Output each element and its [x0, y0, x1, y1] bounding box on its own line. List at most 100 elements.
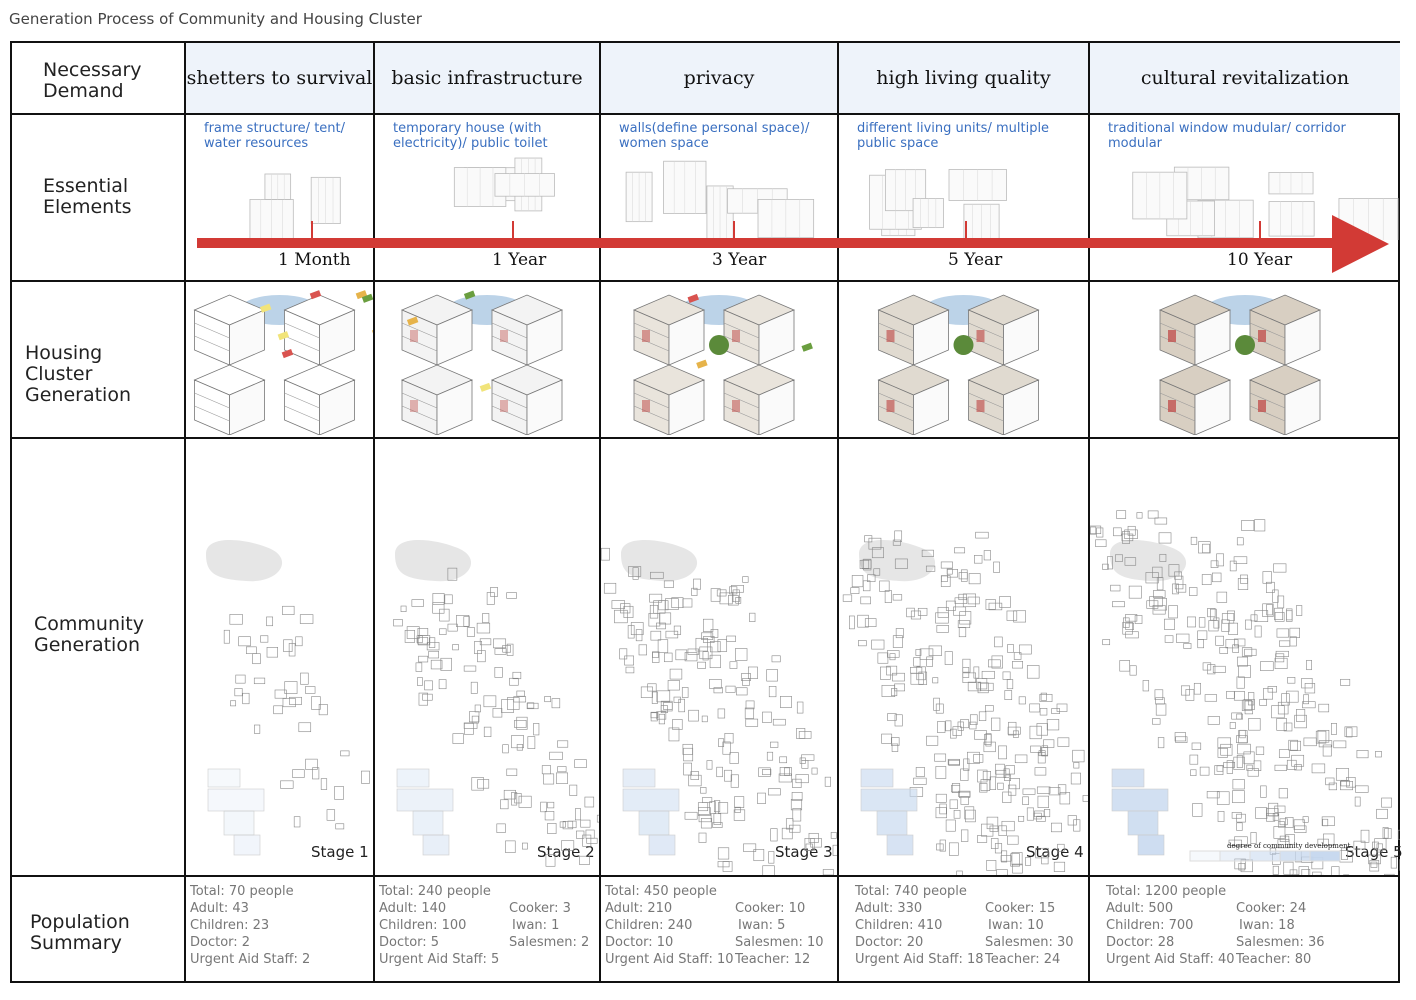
stage-label: Stage 1 [311, 843, 369, 861]
demand-cell: shetters to survival [186, 43, 373, 113]
pop-salesmen: Salesmen: 30 [985, 935, 1074, 950]
development-block [1111, 788, 1169, 812]
element-sketch [869, 169, 1007, 240]
housing-cluster-illustration [877, 294, 1040, 435]
pop-salesmen: Salesmen: 10 [735, 935, 824, 950]
development-block [223, 810, 255, 836]
stage-label: Stage 2 [537, 843, 595, 861]
development-block [876, 810, 908, 836]
pop-total: Total: 70 people [190, 884, 294, 899]
population-summary: Total: 240 people Adult: 140 Children: 100… [379, 883, 593, 968]
row-label-housing: Housing Cluster Generation [25, 342, 131, 406]
row-divider [10, 437, 1400, 439]
element-description: temporary house (with electricity)/ publ… [393, 121, 548, 151]
row-label-population: Population Summary [30, 911, 130, 954]
lake [859, 539, 936, 582]
stage-label: Stage 3 [775, 843, 833, 861]
housing-cluster-illustration [632, 293, 813, 435]
pop-doctor: Doctor: 2 [190, 935, 251, 950]
pop-total: Total: 450 people [605, 884, 717, 899]
pop-doctor: Doctor: 20 [855, 935, 924, 950]
pop-total: Total: 740 people [855, 884, 967, 899]
housing-cluster-illustration [193, 290, 373, 435]
legend-label: degree of community development [1227, 842, 1351, 850]
pop-aid: Urgent Aid Staff: 18 [855, 952, 984, 967]
development-block [622, 768, 656, 788]
pop-adult: Adult: 330 [855, 901, 923, 916]
development-block [412, 810, 444, 836]
column-divider [599, 41, 601, 983]
pop-cooker: Cooker: 15 [985, 901, 1056, 916]
pop-teacher: Teacher: 80 [1236, 952, 1312, 967]
pop-children: Children: 240 [605, 918, 693, 933]
row-divider [10, 875, 1400, 877]
pop-total: Total: 1200 people [1106, 884, 1227, 899]
lake [395, 539, 472, 582]
pop-teacher: Teacher: 24 [985, 952, 1061, 967]
pop-children: Children: 410 [855, 918, 943, 933]
column-divider [373, 41, 375, 983]
row-label-elements: Essential Elements [43, 175, 132, 218]
row-divider [10, 280, 1400, 282]
pop-aid: Urgent Aid Staff: 5 [379, 952, 500, 967]
demand-cell: high living quality [839, 43, 1088, 113]
population-summary: Total: 70 people Adult: 43 Children: 23 Doc… [190, 883, 367, 968]
development-block [622, 788, 680, 812]
community-map [601, 539, 837, 875]
pop-cooker: Cooker: 3 [509, 901, 571, 916]
time-label: 3 Year [712, 250, 767, 270]
pop-children: Children: 100 [379, 918, 467, 933]
legend-swatch [1189, 850, 1221, 862]
pop-iwan: Iwan: 10 [988, 918, 1044, 933]
pop-children: Children: 700 [1106, 918, 1194, 933]
development-block [396, 788, 454, 812]
diagram-title: Generation Process of Community and Hous… [9, 10, 422, 28]
demand-cell: privacy [601, 43, 837, 113]
development-block [860, 768, 894, 788]
community-map [393, 539, 599, 867]
pop-iwan: Iwan: 5 [738, 918, 786, 933]
pop-adult: Adult: 500 [1106, 901, 1174, 916]
pop-adult: Adult: 43 [190, 901, 249, 916]
population-summary: Total: 1200 people Adult: 500 Children: 70… [1106, 883, 1406, 968]
community-map [842, 530, 1088, 875]
time-label: 5 Year [948, 250, 1003, 270]
column-divider [837, 41, 839, 983]
element-description: walls(define personal space)/ women spac… [619, 121, 810, 151]
lake [1110, 539, 1187, 582]
community-map [206, 539, 370, 856]
column-divider [184, 41, 186, 983]
stage-label: Stage 4 [1026, 843, 1084, 861]
demand-cell: cultural revitalization [1090, 43, 1400, 113]
pop-cooker: Cooker: 10 [735, 901, 806, 916]
element-sketch [453, 157, 555, 212]
pop-salesmen: Salesmen: 2 [509, 935, 590, 950]
development-block [396, 768, 430, 788]
legend-swatch [1279, 850, 1311, 862]
pop-salesmen: Salesmen: 36 [1236, 935, 1325, 950]
development-block [233, 834, 261, 856]
development-block [638, 810, 670, 836]
time-label: 1 Month [278, 250, 351, 270]
palm-tree [709, 335, 729, 355]
pop-aid: Urgent Aid Staff: 2 [190, 952, 311, 967]
element-sketch [625, 160, 815, 239]
pop-iwan: Iwan: 18 [1239, 918, 1295, 933]
element-sketch [249, 173, 341, 240]
row-divider [10, 113, 1400, 115]
pop-children: Children: 23 [190, 918, 270, 933]
demand-cell: basic infrastructure [375, 43, 599, 113]
element-description: frame structure/ tent/ water resources [204, 121, 346, 151]
time-label: 1 Year [492, 250, 547, 270]
pop-adult: Adult: 140 [379, 901, 447, 916]
pop-aid: Urgent Aid Staff: 10 [605, 952, 734, 967]
pop-doctor: Doctor: 10 [605, 935, 674, 950]
column-divider [1088, 41, 1090, 983]
legend-swatch [1219, 850, 1251, 862]
pop-doctor: Doctor: 5 [379, 935, 440, 950]
pop-doctor: Doctor: 28 [1106, 935, 1175, 950]
element-sketch [1132, 166, 1399, 240]
community-map: degree of community development [1090, 510, 1400, 875]
palm-tree [953, 335, 974, 355]
palm-tree [1235, 335, 1255, 355]
